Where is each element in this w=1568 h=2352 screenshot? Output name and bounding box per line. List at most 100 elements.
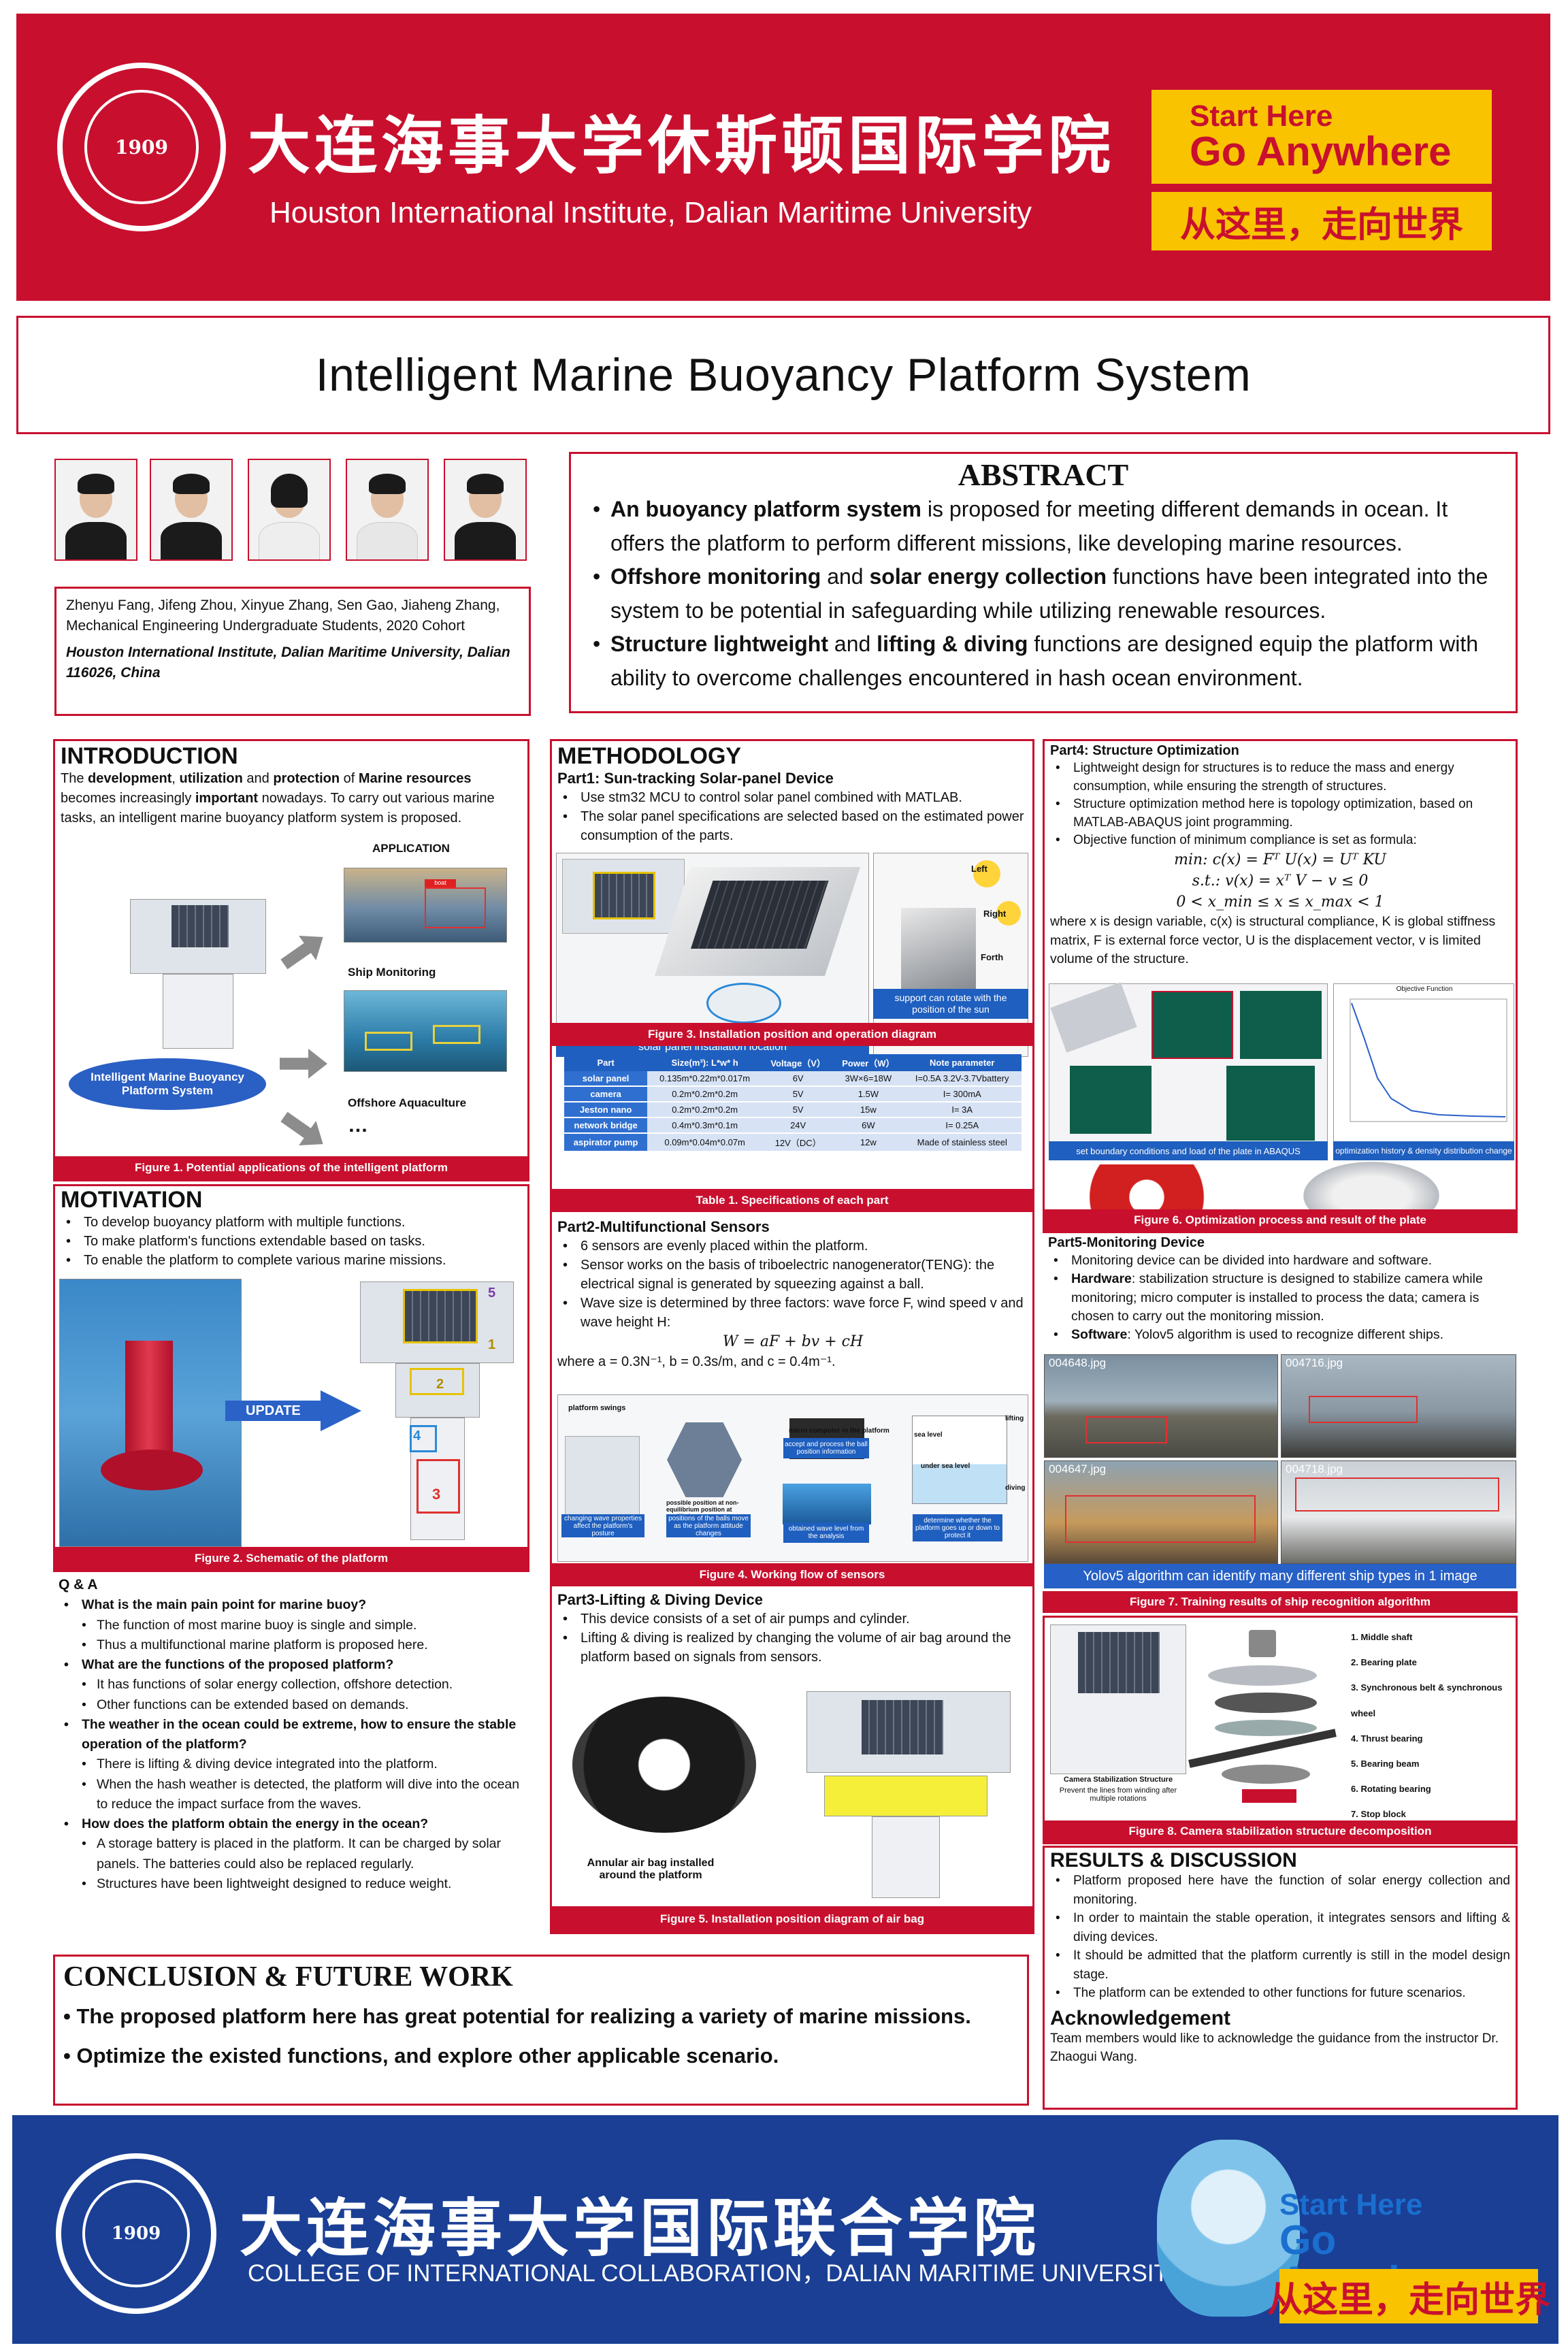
table-row: Jeston nano 0.2m*0.2m*0.2m 5V 15w I= 3A (564, 1102, 1022, 1118)
stabilization-render (1050, 1624, 1186, 1774)
qa-question: The weather in the ocean could be extrem… (59, 1715, 532, 1755)
header-banner: 1909 大连海事大学休斯顿国际学院 Houston International… (16, 14, 1550, 301)
methodology-panel: METHODOLOGY Part1: Sun-tracking Solar-pa… (550, 739, 1034, 1934)
part1-title: Part1: Sun-tracking Solar-panel Device (557, 770, 834, 787)
qa-question: How does the platform obtain the energy … (59, 1814, 532, 1835)
flow-label: diving (1005, 1484, 1026, 1492)
part3-block: Part3-Lifting & Diving Device This devic… (557, 1590, 1028, 1667)
sun-icon (973, 860, 1000, 887)
seal-year: 1909 (115, 135, 168, 159)
qa-answer: The function of most marine buoy is sing… (59, 1616, 532, 1636)
parts-item: 4. Thrust bearing (1351, 1733, 1423, 1744)
author-affiliation: Houston International Institute, Dalian … (66, 644, 510, 681)
yolo-image: 004647.jpg (1044, 1460, 1278, 1564)
header-en-subtitle: Houston International Institute, Dalian … (270, 196, 1032, 229)
footer-en-subtitle: COLLEGE OF INTERNATIONAL COLLABORATION，D… (248, 2260, 1185, 2287)
motivation-item: To enable the platform to complete vario… (61, 1251, 522, 1270)
flow-label: determine whether the platform goes up o… (913, 1514, 1002, 1541)
qa-question: What is the main pain point for marine b… (59, 1595, 532, 1616)
dir-left: Left (971, 864, 987, 874)
formula-objective: min: c(x) = Fᵀ U(x) = Uᵀ KU (1174, 851, 1386, 868)
figure5-caption: Figure 5. Installation position diagram … (552, 1906, 1032, 1932)
figure3-caption: Figure 3. Installation position and oper… (552, 1023, 1032, 1046)
acknowledgement-text: Team members would like to acknowledge t… (1050, 2031, 1499, 2065)
qa-answer: It has functions of solar energy collect… (59, 1675, 532, 1695)
marker-4: 4 (413, 1428, 421, 1443)
abstract-item: Structure lightweight and lifting & divi… (587, 627, 1499, 695)
part4-title: Part4: Structure Optimization (1050, 743, 1239, 758)
dir-right: Right (983, 909, 1007, 919)
stabilization-panel: Camera Stabilization Structure Prevent t… (1043, 1616, 1518, 1844)
results-heading: RESULTS & DISCUSSION (1050, 1849, 1297, 1872)
application-label: APPLICATION (372, 842, 450, 855)
airbag-highlight (824, 1776, 987, 1816)
part4-item: Structure optimization method here is to… (1050, 796, 1510, 832)
marker-5: 5 (488, 1286, 496, 1301)
table-row: solar panel 0.135m*0.22m*0.017m 6V 3W×6=18W… (564, 1071, 1022, 1087)
figure6-caption: Figure 6. Optimization process and resul… (1045, 1209, 1516, 1231)
conclusion-panel: CONCLUSION & FUTURE WORK • The proposed … (53, 1955, 1029, 2106)
qa-answer: Other functions can be extended based on… (59, 1695, 532, 1716)
motivation-item: To make platform's functions extendable … (61, 1232, 522, 1251)
university-seal-icon: 1909 (57, 63, 226, 231)
marker-1: 1 (488, 1337, 496, 1352)
more-applications: … (348, 1114, 368, 1137)
parts-item: 5. Bearing beam (1351, 1758, 1420, 1769)
buoy-photo (59, 1279, 242, 1547)
arrow-icon (276, 1105, 332, 1156)
seal-year: 1909 (111, 2223, 161, 2244)
formula-bounds: 0 < x_min ≤ x ≤ x_max < 1 (1176, 893, 1384, 911)
qa-answer: Structures have been lightweight designe… (59, 1874, 532, 1895)
author-photo (346, 459, 429, 561)
figure4-caption: Figure 4. Working flow of sensors (552, 1563, 1032, 1586)
qa-answer: A storage battery is placed in the platf… (59, 1834, 532, 1874)
schematic-platform (360, 1281, 514, 1363)
introduction-panel: INTRODUCTION The development, utilizatio… (53, 739, 529, 1181)
part2-block: Part2-Multifunctional Sensors 6 sensors … (557, 1218, 1028, 1372)
parts-item: 3. Synchronous belt & synchronous wheel (1351, 1682, 1503, 1718)
part4-item: Objective function of minimum compliance… (1050, 832, 1510, 850)
motivation-heading: MOTIVATION (61, 1187, 203, 1213)
footer-slogan-cn-box: 从这里，走向世界 (1267, 2269, 1550, 2323)
author-photo (444, 459, 527, 561)
part2-title: Part2-Multifunctional Sensors (557, 1218, 770, 1235)
detection-box (425, 887, 486, 928)
part4-panel: Part4: Structure Optimization Lightweigh… (1043, 739, 1518, 1233)
aquaculture-label: Offshore Aquaculture (348, 1096, 467, 1109)
ship-monitoring-label: Ship Monitoring (348, 966, 436, 979)
table-row: aspirator pump 0.09m*0.04m*0.07m 12V（DC） 12… (564, 1133, 1022, 1152)
platform-body (163, 974, 233, 1049)
results-panel: RESULTS & DISCUSSION Platform proposed h… (1043, 1846, 1518, 2110)
stabilization-caption: Camera Stabilization Structure (1063, 1776, 1173, 1784)
aquaculture-photo (344, 990, 507, 1072)
yolo-image: 004716.jpg (1281, 1354, 1516, 1458)
header-slogan-cn: 从这里，走向世界 (1179, 205, 1463, 245)
author-photo (248, 459, 331, 561)
header-slogan: Start Here Go Anywhere (1152, 90, 1492, 184)
figure7-caption: Figure 7. Training results of ship recog… (1043, 1591, 1518, 1613)
footer-banner: 1909 大连海事大学国际联合学院 COLLEGE OF INTERNATION… (12, 2115, 1558, 2344)
abstract-panel: ABSTRACT An buoyancy platform system is … (569, 452, 1518, 713)
poster-title: Intelligent Marine Buoyancy Platform Sys… (315, 349, 1252, 401)
qa-question: What are the functions of the proposed p… (59, 1655, 532, 1676)
table-row: network bridge 0.4m*0.3m*0.1m 24V 6W I= 0.25… (564, 1117, 1022, 1134)
marker-3: 3 (432, 1486, 441, 1503)
part3-item: This device consists of a set of air pum… (557, 1610, 1028, 1629)
table-row: camera 0.2m*0.2m*0.2m 5V 1.5W I= 300mA (564, 1086, 1022, 1102)
figure1-caption: Figure 1. Potential applications of the … (55, 1156, 527, 1179)
flow-label: changing wave properties affect the plat… (561, 1514, 644, 1537)
flow-label: sea level (914, 1431, 943, 1439)
part3-title: Part3-Lifting & Diving Device (557, 1591, 763, 1608)
header-slogan-cn-box: 从这里，走向世界 (1152, 192, 1492, 250)
yolo-caption: Yolov5 algorithm can identify many diffe… (1044, 1564, 1516, 1588)
results-item: It should be admitted that the platform … (1050, 1946, 1510, 1984)
abaqus-boundary-image (1049, 982, 1328, 1155)
conclusion-item: • The proposed platform here has great p… (63, 2004, 971, 2028)
part4-where: where x is design variable, c(x) is stru… (1050, 914, 1496, 966)
header-cn-title: 大连海事大学休斯顿国际学院 (248, 109, 1115, 182)
airbag-caption: Annular air bag installed around the pla… (587, 1857, 715, 1881)
footer-cn-title: 大连海事大学国际联合学院 (240, 2191, 1041, 2265)
slogan-line2: Go Anywhere (1190, 129, 1452, 174)
flow-label: platform swings (568, 1404, 626, 1412)
slogan-line1: Start Here (1190, 99, 1333, 133)
